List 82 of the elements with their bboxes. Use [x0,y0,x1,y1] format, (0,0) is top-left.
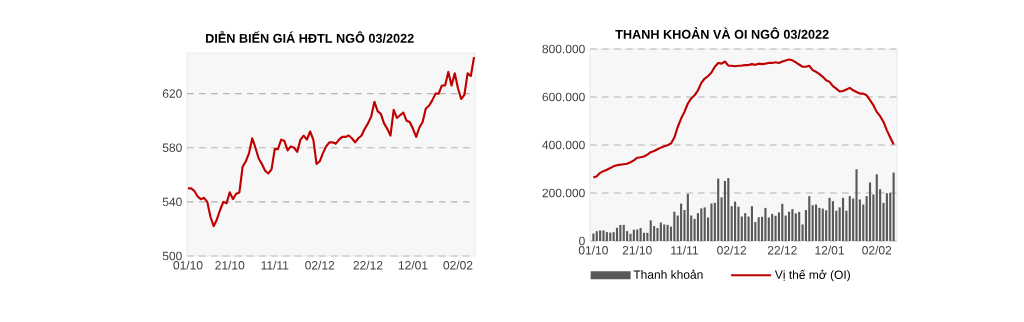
x-tick-label: 11/11 [671,245,699,255]
y-tick-label: 620 [162,89,182,98]
bar [727,178,730,241]
bar [828,197,831,241]
x-tick-label: 21/10 [622,245,652,255]
bar [784,215,787,241]
bar [599,230,602,241]
bar [700,208,703,241]
bar [750,206,754,241]
bar [639,228,642,241]
bar [629,233,632,241]
bar [666,224,669,241]
x-tick-label: 22/12 [353,260,383,270]
bar [632,229,635,241]
bar [889,192,892,241]
y-tick-label: 540 [162,197,182,207]
bar [734,201,737,241]
bar [794,213,797,241]
bar [757,217,760,241]
x-tick-label: 11/11 [261,260,289,270]
bar [885,193,888,241]
bar [717,178,720,241]
bar [831,201,834,241]
bar [875,174,878,241]
y-tick-label: 500 [162,251,182,261]
bar [841,197,845,241]
bar [680,203,683,241]
bar [855,169,858,241]
bar [771,213,774,241]
bar [781,203,784,241]
bar [686,193,689,241]
x-tick-label: 02/02 [443,260,473,270]
x-tick-label: 01/10 [578,245,608,255]
y-tick-label: 800.000 [542,44,585,54]
legend-label: Vị thế mở (OI) [774,269,850,282]
bar [818,207,821,241]
bar [868,182,872,241]
bar [619,224,622,241]
chart-title: DIỄN BIẾN GIÁ HĐTL NGÔ 03/2022 [206,31,414,43]
bar [808,196,811,241]
x-tick-label: 12/01 [398,260,428,270]
bar [764,207,767,241]
y-tick-label: 600.000 [542,92,585,102]
bar [744,213,747,241]
y-tick-label: 0 [579,236,585,246]
legend-label: Thanh khoản [633,269,703,279]
x-tick-label: 21/10 [215,260,245,270]
bar [659,222,662,241]
bar [814,204,818,241]
x-tick-label: 01/10 [173,260,203,270]
y-tick-label: 200.000 [542,188,585,198]
bar [787,211,791,241]
bar [737,206,740,241]
bar [636,229,639,241]
bar [649,220,652,241]
bar [892,172,895,241]
bar [730,206,733,241]
bar [811,205,814,241]
y-tick-label: 400.000 [542,140,585,150]
bar [673,211,676,241]
bar [642,232,646,241]
chart-title: THANH KHOẢN VÀ OI NGÔ 03/2022 [615,27,829,39]
bar [821,208,824,241]
bar [663,224,666,241]
bar [615,227,619,241]
bar [602,230,605,241]
bar [605,232,608,241]
bar [646,232,649,241]
bar [774,215,777,241]
bar [798,211,801,241]
bar [791,209,794,241]
bar [622,224,625,241]
bar [703,207,706,241]
bar [710,203,713,241]
x-tick-label: 02/02 [862,245,892,255]
bar [723,181,727,241]
x-tick-label: 02/12 [717,245,747,255]
x-tick-label: 02/12 [305,260,335,270]
x-tick-label: 12/01 [815,245,844,255]
x-tick-label: 22/12 [767,245,797,255]
bar [848,196,851,241]
y-tick-label: 580 [162,143,182,152]
